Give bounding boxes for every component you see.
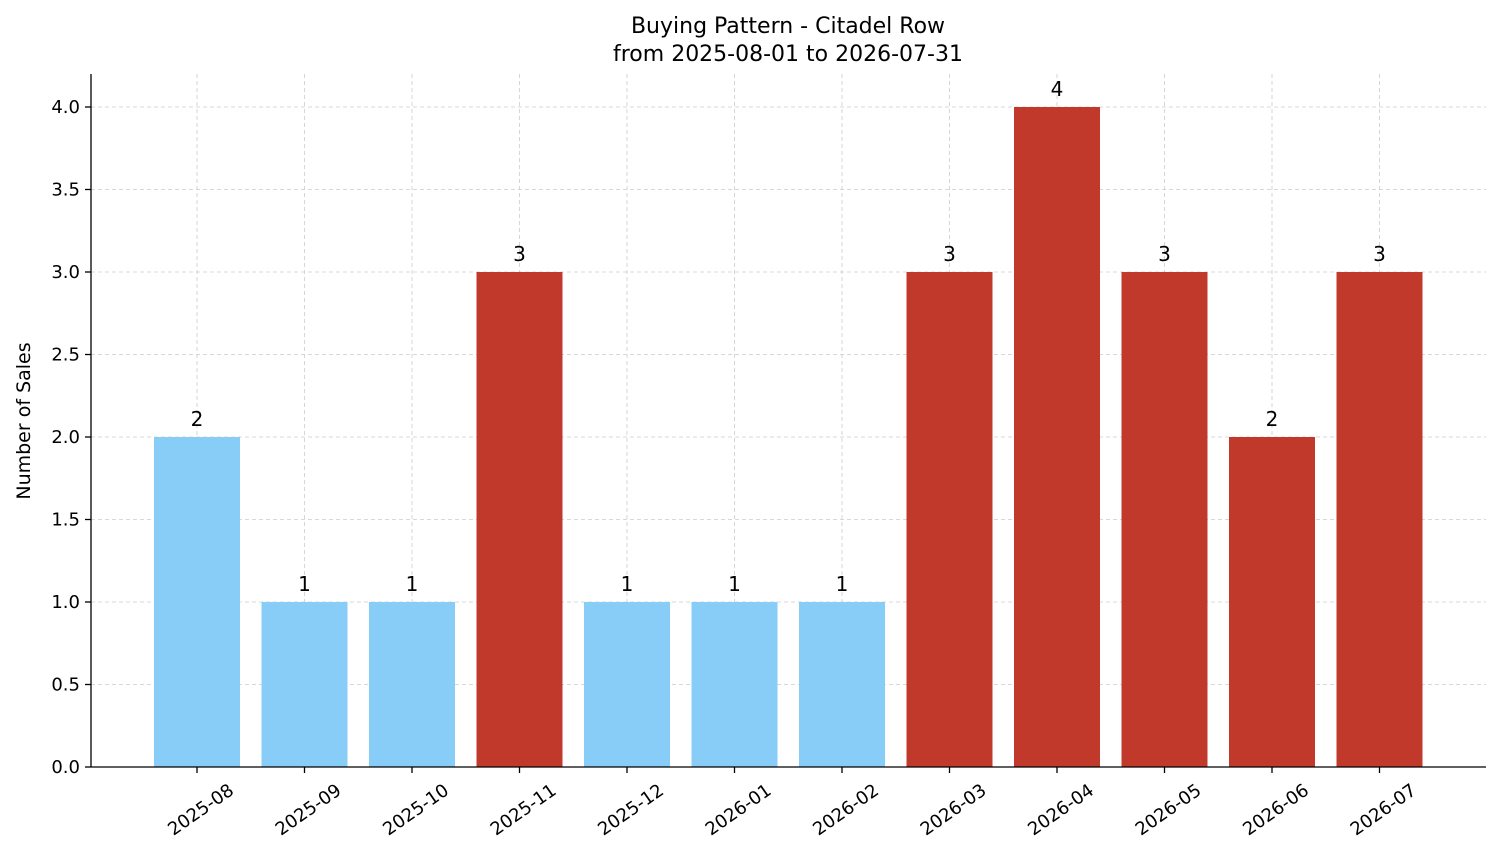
x-tick-label: 2026-06 <box>1239 780 1313 840</box>
bar-value-label: 3 <box>1373 242 1386 266</box>
bar-2025-09 <box>261 602 348 767</box>
y-tick-label: 3.0 <box>51 262 80 283</box>
x-tick-label: 2025-10 <box>379 780 453 840</box>
bars <box>154 107 1423 767</box>
y-tick-label: 4.0 <box>51 97 80 118</box>
bar-2026-02 <box>799 602 885 767</box>
bar-value-label: 1 <box>836 572 849 596</box>
bar-2026-06 <box>1229 437 1315 767</box>
x-tick-label: 2026-04 <box>1024 780 1098 840</box>
x-tick-label: 2025-08 <box>164 780 238 840</box>
y-tick-label: 3.5 <box>51 180 80 201</box>
bar-value-label: 1 <box>621 572 634 596</box>
bar-2026-04 <box>1014 107 1100 767</box>
bar-2025-08 <box>154 437 240 767</box>
x-tick-label: 2025-12 <box>594 780 668 840</box>
y-tick-label: 0.5 <box>51 675 80 696</box>
x-tick-label: 2025-11 <box>487 780 561 840</box>
bar-2025-11 <box>476 272 563 767</box>
x-tick-label: 2026-05 <box>1132 780 1206 840</box>
chart-title: Buying Pattern - Citadel Row <box>631 14 945 39</box>
x-tick-label: 2026-02 <box>809 780 883 840</box>
bar-value-label: 3 <box>943 242 956 266</box>
y-tick-label: 1.0 <box>51 592 80 613</box>
bar-2026-07 <box>1336 272 1423 767</box>
bar-2025-12 <box>584 602 670 767</box>
y-tick-label: 2.5 <box>51 345 80 366</box>
x-tick-label: 2025-09 <box>272 780 346 840</box>
x-tick-label: 2026-07 <box>1347 780 1421 840</box>
bar-2026-05 <box>1121 272 1208 767</box>
bar-value-label: 1 <box>406 572 419 596</box>
axes <box>85 74 1486 773</box>
y-tick-label: 2.0 <box>51 427 80 448</box>
x-tick-label: 2026-03 <box>917 780 991 840</box>
y-axis-label: Number of Sales <box>13 342 35 499</box>
chart-subtitle: from 2025-08-01 to 2026-07-31 <box>613 42 963 67</box>
bar-value-label: 2 <box>191 407 204 431</box>
bar-value-label: 3 <box>1158 242 1171 266</box>
bar-value-label: 4 <box>1051 77 1064 101</box>
y-tick-label: 1.5 <box>51 510 80 531</box>
x-tick-label: 2026-01 <box>702 780 776 840</box>
bar-2026-01 <box>691 602 778 767</box>
bar-value-label: 2 <box>1266 407 1279 431</box>
bar-value-label: 3 <box>513 242 526 266</box>
bar-value-label: 1 <box>728 572 741 596</box>
bar-2025-10 <box>369 602 455 767</box>
y-tick-label: 0.0 <box>51 757 80 778</box>
bar-2026-03 <box>906 272 993 767</box>
bar-value-label: 1 <box>298 572 311 596</box>
